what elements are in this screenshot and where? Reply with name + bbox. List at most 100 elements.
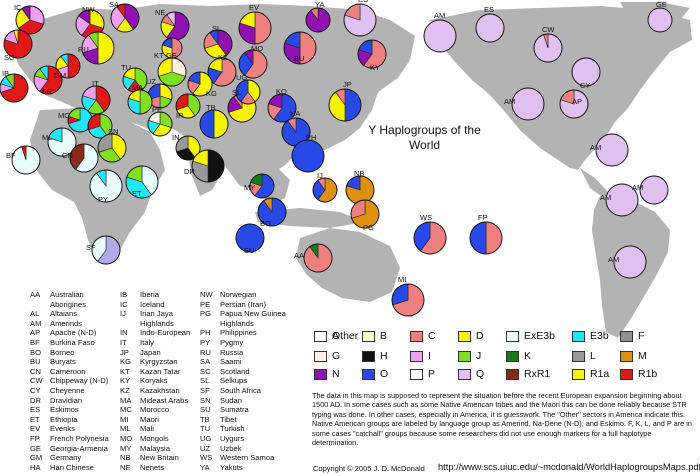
pie-label: IJ xyxy=(317,171,323,180)
pie-label: CW xyxy=(542,25,555,34)
abbreviation-name: Saami xyxy=(220,357,242,367)
pie-outline xyxy=(595,133,629,167)
pie-am6 xyxy=(639,175,669,205)
pie-outline xyxy=(475,13,505,43)
abbreviation-row: SU Sumatra xyxy=(200,405,286,415)
abbreviation-name: Germany xyxy=(50,453,82,463)
abbreviation-row: SF South Africa xyxy=(200,386,286,396)
legend-item-exe3b: ExE3b xyxy=(506,330,555,342)
abbreviation-code: SU xyxy=(200,405,211,415)
abbreviation-name: Sumatra xyxy=(220,405,249,415)
abbreviation-row: MC Morocco xyxy=(120,405,190,415)
pie-label: SU xyxy=(244,246,254,255)
abbreviation-row: AP Apache (N-D) xyxy=(30,328,109,338)
pie-outline xyxy=(469,221,503,255)
north-america-landmass xyxy=(430,6,692,170)
abbreviation-row: AA Australian xyxy=(30,290,109,300)
legend-label: F xyxy=(638,330,645,342)
abbreviation-code: BO xyxy=(30,347,41,357)
abbreviation-row: KZ Kazakhstan xyxy=(120,386,190,396)
abbreviation-code: BF xyxy=(30,337,40,347)
source-url[interactable]: http://www.scs.uiuc.edu/~mcdonald/WorldH… xyxy=(438,462,700,472)
pie-cy xyxy=(571,57,601,87)
legend-label: N xyxy=(332,368,340,380)
pie-outline xyxy=(69,143,99,173)
pie-pg xyxy=(350,199,380,229)
abbreviation-row: GE Georgia-Armenia xyxy=(30,444,109,454)
abbreviation-row: EV Evenks xyxy=(30,424,109,434)
central-america xyxy=(580,168,608,198)
pie-mi xyxy=(391,283,425,317)
legend-label: K xyxy=(524,350,532,362)
pie-outline xyxy=(33,65,63,95)
abbreviation-row: SN Sudan xyxy=(200,396,286,406)
pie-ko xyxy=(267,93,297,123)
pie-kt xyxy=(161,37,183,59)
abbreviation-row: HA Han Chinese xyxy=(30,463,109,473)
abbreviation-row: TU Turkish xyxy=(200,424,286,434)
pie-ev xyxy=(238,11,272,45)
abbreviation-name: Burkina Faso xyxy=(50,337,95,347)
pie-ml xyxy=(47,127,77,157)
pie-label: ES xyxy=(358,0,368,4)
legend-item-rxr1: RxR1 xyxy=(506,368,550,380)
pie-outline xyxy=(283,31,317,65)
pie-outline xyxy=(391,283,425,317)
legend-item-i: I xyxy=(410,350,431,362)
abbreviation-name: Tibet xyxy=(220,414,237,424)
pie-outline xyxy=(147,111,173,137)
pie-ky xyxy=(357,39,387,69)
pie-outline xyxy=(89,169,123,203)
abbreviation-name: Cheyenne xyxy=(50,385,85,395)
pie-outline xyxy=(127,89,153,115)
abbreviation-code: DR xyxy=(30,395,41,405)
abbreviation-row: AM Amerinds xyxy=(30,319,109,329)
abbreviation-name: Australian xyxy=(50,290,84,299)
pie-label: BO xyxy=(260,219,271,228)
abbreviation-name: Irian Jaya xyxy=(140,309,173,319)
pie-nb xyxy=(345,175,375,205)
abbreviation-name: Altaians xyxy=(50,309,78,319)
abbreviation-name: Apache (N-D) xyxy=(50,328,97,338)
abbreviation-name: Indo-European xyxy=(140,328,191,338)
abbreviation-list-3: NW Norwegian PE Persian (Iran) PG Papua New G… xyxy=(200,290,286,472)
legend-swatch xyxy=(506,368,519,380)
pie-mo xyxy=(238,49,268,79)
pie-label: TB xyxy=(206,103,216,112)
pie-outline xyxy=(97,133,127,163)
abbreviation-code: ES xyxy=(30,405,41,415)
pie-label: MO xyxy=(251,44,263,53)
pie-label: MI xyxy=(398,275,406,284)
abbreviation-row: IT Italy xyxy=(120,338,190,348)
pie-outline xyxy=(328,88,362,122)
slice-o xyxy=(469,221,487,255)
legend-swatch xyxy=(572,368,585,380)
abbreviation-code: MY xyxy=(120,443,132,453)
pie-label: RU xyxy=(78,45,89,54)
legend-label: L xyxy=(590,350,596,362)
legend-label: E3b xyxy=(590,330,609,342)
pie-label: FP xyxy=(478,213,488,222)
abbreviation-row: BU Buryats xyxy=(30,357,109,367)
abbreviation-row: WS Western Samoa xyxy=(200,453,286,463)
legend-label: Other xyxy=(332,330,359,342)
abbreviation-row: NB New Britain xyxy=(120,453,190,463)
abbreviation-code: IB xyxy=(120,290,128,299)
abbreviation-row: ML Mali xyxy=(120,424,190,434)
abbreviation-code xyxy=(200,319,220,329)
pie-am4 xyxy=(605,183,639,217)
abbreviation-code: ML xyxy=(120,424,131,434)
abbreviation-row: YA Yakuts xyxy=(200,463,286,473)
abbreviation-row: Highlands xyxy=(120,319,190,329)
abbreviation-code: IJ xyxy=(120,309,126,319)
legend-swatch xyxy=(620,350,633,362)
pie-fp xyxy=(469,221,503,255)
legend-label: M xyxy=(638,350,647,362)
legend-item-l: L xyxy=(572,350,596,362)
abbreviation-code: KG xyxy=(120,357,131,367)
pie-outline xyxy=(81,85,111,115)
pie-ug xyxy=(235,79,261,105)
abbreviation-code: GE xyxy=(30,443,41,453)
pie-bu xyxy=(283,31,317,65)
pie-outline xyxy=(423,19,457,53)
